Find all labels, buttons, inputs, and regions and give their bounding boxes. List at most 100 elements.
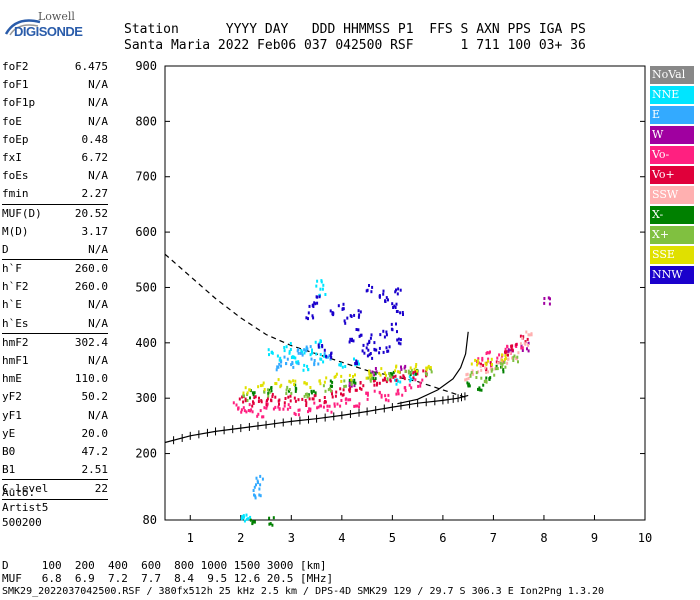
echo-point-vo- <box>251 404 254 408</box>
echo-point-x- <box>501 362 504 366</box>
echo-point-e <box>252 489 255 492</box>
echo-point-vo- <box>272 407 275 411</box>
echo-point-vo- <box>324 400 327 404</box>
echo-point-sse <box>378 371 381 375</box>
echo-point-vo- <box>252 401 255 405</box>
echo-point-sse <box>242 391 245 395</box>
echo-point-nnw <box>337 304 340 308</box>
echo-point-nne <box>242 514 245 518</box>
echo-point-e <box>329 357 332 361</box>
echo-point-vo- <box>510 347 513 351</box>
echo-point-sse <box>474 358 477 362</box>
echo-point-sse <box>246 391 249 395</box>
echo-point-vo- <box>412 376 415 380</box>
echo-point-x- <box>329 387 331 391</box>
echo-point-nne <box>311 351 314 355</box>
echo-point-vo- <box>414 378 417 382</box>
echo-point-vo- <box>251 410 254 414</box>
echo-point-vo- <box>358 402 361 406</box>
echo-point-nnw <box>395 302 398 306</box>
echo-point-e <box>253 493 255 497</box>
x-tick-label: 7 <box>490 531 497 545</box>
echo-point-vo- <box>353 404 356 408</box>
echo-point-sse <box>275 382 278 386</box>
echo-point-vo- <box>238 397 241 401</box>
echo-point-w <box>520 344 523 348</box>
echo-point-nnw <box>378 346 381 350</box>
echo-point-nnw <box>390 322 393 326</box>
echo-point-sse <box>352 375 354 379</box>
parameter-name: M(D) <box>2 224 29 238</box>
x-tick-label: 1 <box>187 531 194 545</box>
echo-point-x- <box>307 394 310 398</box>
echo-point-ssw <box>496 361 499 365</box>
echo-point-vo- <box>289 394 292 398</box>
echo-point-vo- <box>504 347 507 351</box>
echo-point-sse <box>325 376 328 380</box>
echo-point-ssw <box>494 367 496 371</box>
parameter-separator <box>2 259 108 261</box>
echo-point-e <box>280 364 282 368</box>
parameter-separator <box>2 332 108 334</box>
echo-point-x- <box>253 391 256 395</box>
echo-point-nne <box>408 375 411 379</box>
parameter-name: hmF1 <box>2 354 29 367</box>
echo-point-vo- <box>318 399 321 403</box>
parameter-row: D N/A <box>2 241 108 259</box>
echo-point-vo- <box>277 405 280 409</box>
echo-point-vo- <box>380 393 383 397</box>
echo-point-sse <box>293 383 296 386</box>
echo-point-vo- <box>342 388 345 392</box>
echo-point-x- <box>493 373 496 377</box>
echo-point-nnw <box>353 313 356 317</box>
echo-point-nnw <box>399 288 402 292</box>
echo-point-nnw <box>368 353 371 357</box>
echo-point-nnw <box>399 338 402 342</box>
echo-point-sse <box>425 366 428 370</box>
echo-point-e <box>285 362 288 365</box>
parameter-value: N/A <box>88 114 108 128</box>
echo-point-sse <box>262 381 265 385</box>
echo-point-sse <box>288 379 291 383</box>
echo-point-sse <box>409 366 412 370</box>
echo-point-nnw <box>349 337 352 341</box>
echo-point-ssw <box>519 342 522 346</box>
echo-point-x- <box>409 373 412 377</box>
legend-item-e: E <box>650 106 694 124</box>
plot-frame <box>164 65 646 521</box>
echo-point-nnw <box>357 328 360 332</box>
echo-point-sse <box>348 373 351 377</box>
echo-point-e <box>297 348 300 351</box>
echo-point-x- <box>246 399 249 402</box>
echo-point-nnw <box>368 341 371 344</box>
echo-point-nnw <box>388 345 391 349</box>
parameter-name: foE <box>2 114 22 128</box>
echo-point-sse <box>274 382 277 385</box>
echo-point-vo- <box>308 407 311 411</box>
echo-point-sse <box>309 386 312 389</box>
echo-point-vo- <box>487 357 490 361</box>
echo-point-nnw <box>307 317 309 321</box>
echo-point-nne <box>279 356 282 360</box>
echo-point-nnw <box>325 354 328 358</box>
echo-point-nnw <box>370 333 373 337</box>
echo-point-sse <box>365 376 368 380</box>
parameter-row: B0 47.2 <box>2 443 108 461</box>
echo-point-nnw <box>397 287 400 291</box>
echo-point-ssw <box>471 369 474 373</box>
echo-point-x- <box>485 380 488 384</box>
echo-point-nnw <box>366 342 369 346</box>
echo-point-e <box>255 476 258 480</box>
echo-point-nne <box>309 353 312 357</box>
echo-point-nne <box>320 279 323 283</box>
echo-point-nnw <box>308 304 311 308</box>
echo-point-e <box>313 363 316 367</box>
legend-item-ssw: SSW <box>650 186 694 204</box>
echo-point-x- <box>268 522 271 526</box>
echo-point-vo- <box>373 379 376 382</box>
x-tick-label: 2 <box>237 531 244 545</box>
echo-point-sse <box>257 385 260 389</box>
echo-point-vo- <box>425 370 428 374</box>
echo-point-vo- <box>266 397 269 401</box>
echo-point-sse <box>303 381 306 385</box>
